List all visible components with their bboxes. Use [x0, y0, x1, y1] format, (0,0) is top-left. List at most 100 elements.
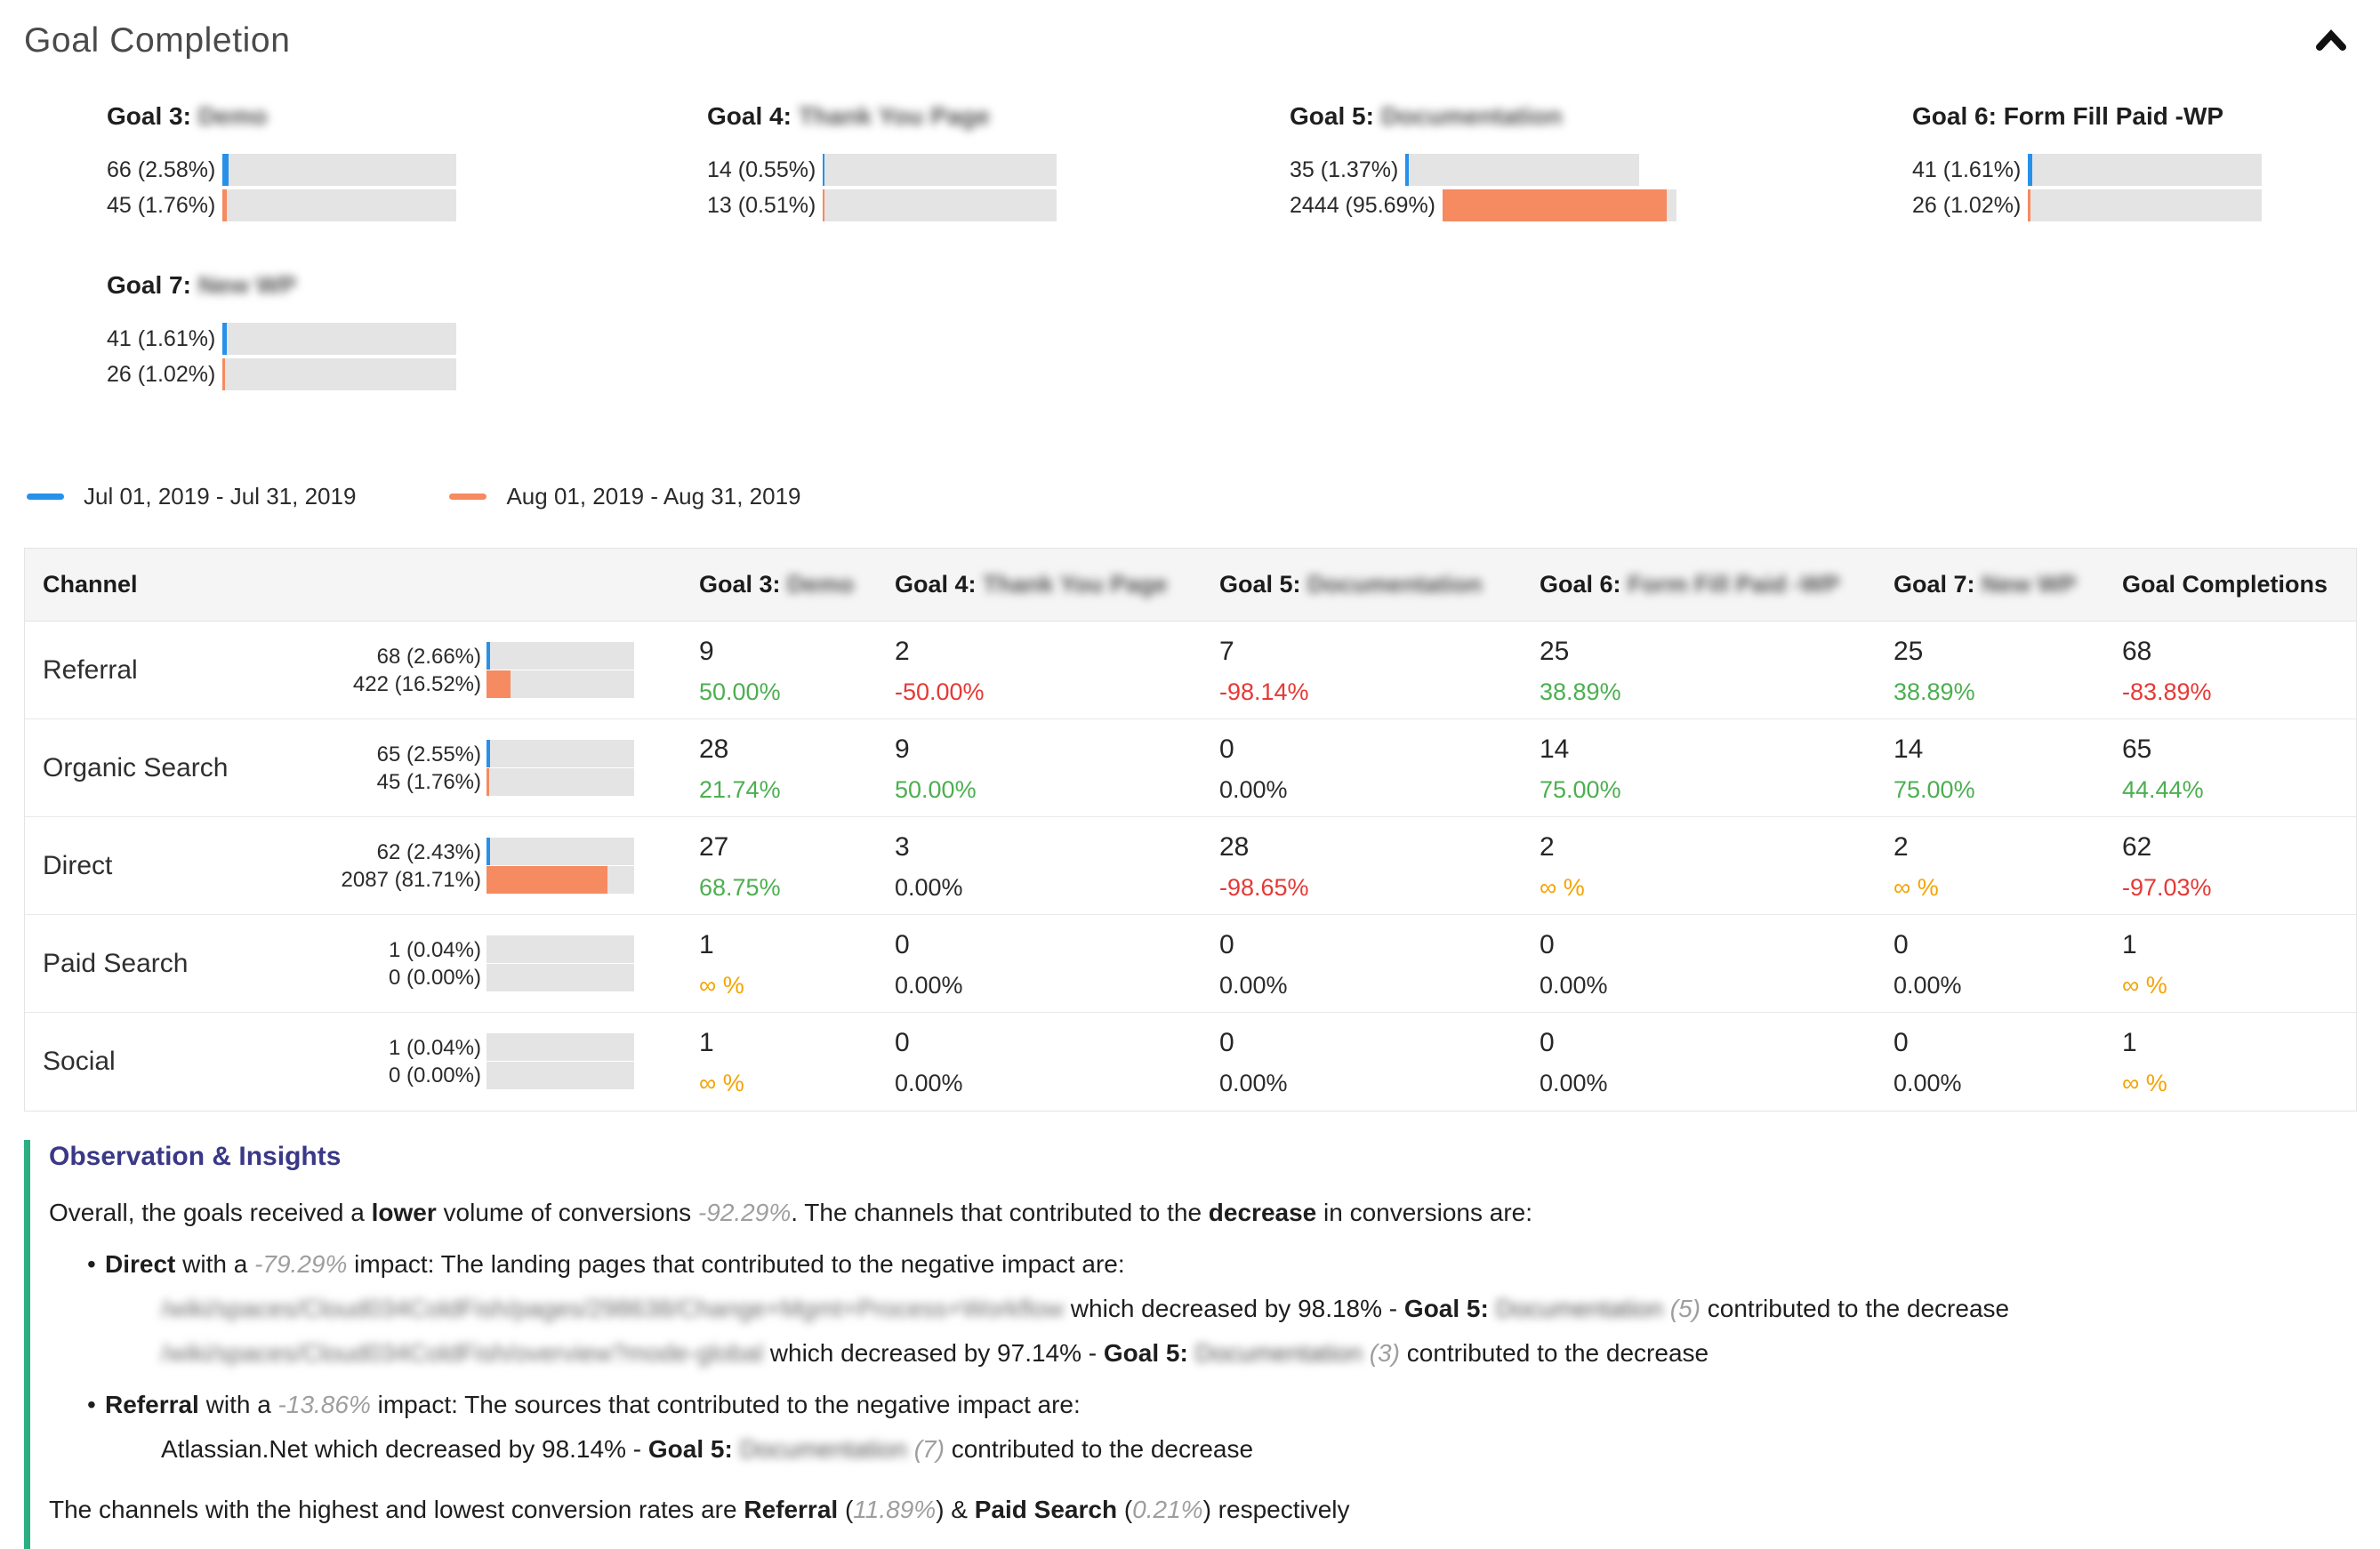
- goal-card-6: Goal 6: Form Fill Paid -WP 41 (1.61%) 26…: [1912, 102, 2380, 225]
- channel-bars: 65 (2.55%) 45 (1.76%): [274, 739, 699, 797]
- cell-goal4: 0 0.00%: [895, 930, 963, 999]
- channel-bars: 62 (2.43%) 2087 (81.71%): [274, 837, 699, 895]
- channel-goal-table: Channel Goal 3: Demo Goal 4: Thank You P…: [24, 548, 2357, 1112]
- channel-label: Direct: [43, 850, 113, 880]
- channel-label: Referral: [43, 654, 138, 685]
- goal-card-title: Goal 6: Form Fill Paid -WP: [1912, 102, 2224, 130]
- col-header-goal7: Goal 7: New WP: [1894, 571, 2077, 598]
- legend-item-period1: Jul 01, 2019 - Jul 31, 2019: [27, 483, 356, 510]
- insight-bullet-referral: Referral with a -13.86% impact: The sour…: [49, 1389, 2357, 1465]
- col-header-goal5: Goal 5: Documentation: [1219, 571, 1483, 598]
- insights-summary: Overall, the goals received a lower volu…: [49, 1199, 1533, 1226]
- table-row-paid-search: Paid Search 1 (0.04%) 0 (0.00%) 1 ∞ % 0 0.0…: [25, 915, 2356, 1013]
- channel-label: Paid Search: [43, 948, 189, 978]
- table-row-direct: Direct 62 (2.43%) 2087 (81.71%) 27 68.75% …: [25, 817, 2356, 915]
- goal-card-3: Goal 3: Demo 66 (2.58%) 45 (1.76%): [107, 102, 707, 225]
- observation-insights-panel: Observation & Insights Overall, the goal…: [24, 1140, 2357, 1549]
- cell-goal7: 0 0.00%: [1894, 1028, 1962, 1097]
- insights-title: Observation & Insights: [49, 1142, 342, 1171]
- col-header-goal4: Goal 4: Thank You Page: [895, 571, 1168, 598]
- redacted-goal-name: Demo: [197, 102, 268, 130]
- goal-card-title: Goal 4: Thank You Page: [707, 102, 990, 130]
- cell-goal4: 0 0.00%: [895, 1028, 963, 1097]
- goal-bar-period2: 26 (1.02%): [1912, 189, 2380, 221]
- cell-goal4: 9 50.00%: [895, 734, 977, 804]
- cell-goal3: 1 ∞ %: [699, 1028, 744, 1097]
- redacted-goal-name: Thank You Page: [798, 102, 990, 130]
- goal-card-title: Goal 7: New WP: [107, 271, 297, 299]
- insight-bullet-direct: Direct with a -79.29% impact: The landin…: [49, 1248, 2357, 1369]
- goal-card-5: Goal 5: Documentation 35 (1.37%) 2444 (9…: [1290, 102, 1912, 225]
- table-header-row: Channel Goal 3: Demo Goal 4: Thank You P…: [25, 549, 2356, 622]
- page-title: Goal Completion: [24, 21, 291, 60]
- insights-conclusion: The channels with the highest and lowest…: [49, 1496, 1350, 1523]
- redacted-goal-name: New WP: [197, 271, 297, 299]
- cell-goal6: 14 75.00%: [1540, 734, 1621, 804]
- cell-goal-completions: 65 44.44%: [2122, 734, 2204, 804]
- cell-goal6: 0 0.00%: [1540, 1028, 1608, 1097]
- cell-goal5: 7 -98.14%: [1219, 637, 1309, 706]
- goal-bar-period2: 45 (1.76%): [107, 189, 707, 221]
- col-header-goal3: Goal 3: Demo: [699, 571, 855, 598]
- goal-bar-period2: 26 (1.02%): [107, 358, 707, 390]
- collapse-section-button[interactable]: [2309, 21, 2353, 61]
- redacted-url: /wiki/spaces/Cloud034ColdFish/overview?m…: [161, 1339, 764, 1367]
- cell-goal5: 0 0.00%: [1219, 930, 1288, 999]
- channel-bars: 1 (0.04%) 0 (0.00%): [274, 935, 699, 992]
- goal-cards-grid: Goal 3: Demo 66 (2.58%) 45 (1.76%) Goal …: [0, 102, 2380, 394]
- cell-goal-completions: 1 ∞ %: [2122, 1028, 2167, 1097]
- cell-goal3: 9 50.00%: [699, 637, 781, 706]
- goal-bar-period1: 66 (2.58%): [107, 154, 707, 186]
- cell-goal6: 0 0.00%: [1540, 930, 1608, 999]
- insights-list: Direct with a -79.29% impact: The landin…: [49, 1248, 2357, 1465]
- channel-bars: 68 (2.66%) 422 (16.52%): [274, 641, 699, 699]
- cell-goal5: 0 0.00%: [1219, 1028, 1288, 1097]
- channel-bars: 1 (0.04%) 0 (0.00%): [274, 1033, 699, 1090]
- landing-page-line-1: /wiki/spaces/Cloud034ColdFish/pages/2986…: [161, 1295, 2010, 1322]
- cell-goal6: 2 ∞ %: [1540, 832, 1585, 902]
- goal-name: Form Fill Paid -WP: [2003, 102, 2224, 130]
- chevron-up-icon: [2314, 29, 2348, 54]
- cell-goal-completions: 62 -97.03%: [2122, 832, 2212, 902]
- landing-page-line-2: /wiki/spaces/Cloud034ColdFish/overview?m…: [161, 1339, 1709, 1367]
- goal-bar-period1: 35 (1.37%): [1290, 154, 1912, 186]
- cell-goal4: 2 -50.00%: [895, 637, 985, 706]
- goal-card-4: Goal 4: Thank You Page 14 (0.55%) 13 (0.…: [707, 102, 1290, 225]
- redacted-goal-name: Documentation: [1495, 1295, 1663, 1322]
- source-line: Atlassian.Net which decreased by 98.14% …: [161, 1435, 1254, 1463]
- col-header-channel: Channel: [43, 571, 138, 598]
- goal-bar-period1: 41 (1.61%): [1912, 154, 2380, 186]
- redacted-url: /wiki/spaces/Cloud034ColdFish/pages/2986…: [161, 1295, 1065, 1322]
- redacted-goal-name: Documentation: [739, 1435, 907, 1463]
- channel-label: Social: [43, 1047, 116, 1076]
- goal-bar-period2: 13 (0.51%): [707, 189, 1290, 221]
- legend-dash-blue-icon: [27, 494, 64, 500]
- legend-item-period2: Aug 01, 2019 - Aug 31, 2019: [449, 483, 801, 510]
- legend-dash-orange-icon: [449, 494, 487, 500]
- cell-goal3: 1 ∞ %: [699, 930, 744, 999]
- cell-goal3: 28 21.74%: [699, 734, 781, 804]
- redacted-goal-name: Documentation: [1194, 1339, 1363, 1367]
- goal-bar-period1: 14 (0.55%): [707, 154, 1290, 186]
- redacted-goal-name: Documentation: [1380, 102, 1563, 130]
- cell-goal-completions: 68 -83.89%: [2122, 637, 2212, 706]
- col-header-goal6: Goal 6: Form Fill Paid -WP: [1540, 571, 1840, 598]
- goal-bar-period2: 2444 (95.69%): [1290, 189, 1912, 221]
- goal-card-title: Goal 3: Demo: [107, 102, 268, 130]
- cell-goal5: 0 0.00%: [1219, 734, 1288, 804]
- cell-goal3: 27 68.75%: [699, 832, 781, 902]
- date-range-legend: Jul 01, 2019 - Jul 31, 2019 Aug 01, 2019…: [27, 483, 2380, 510]
- cell-goal7: 2 ∞ %: [1894, 832, 1939, 902]
- cell-goal7: 0 0.00%: [1894, 930, 1962, 999]
- cell-goal7: 25 38.89%: [1894, 637, 1975, 706]
- goal-card-title: Goal 5: Documentation: [1290, 102, 1563, 130]
- table-row-organic-search: Organic Search 65 (2.55%) 45 (1.76%) 28 21…: [25, 719, 2356, 817]
- cell-goal4: 3 0.00%: [895, 832, 963, 902]
- cell-goal5: 28 -98.65%: [1219, 832, 1309, 902]
- goal-card-7: Goal 7: New WP 41 (1.61%) 26 (1.02%): [107, 271, 707, 394]
- table-row-referral: Referral 68 (2.66%) 422 (16.52%) 9 50.00% …: [25, 622, 2356, 719]
- cell-goal-completions: 1 ∞ %: [2122, 930, 2167, 999]
- goal-bar-period1: 41 (1.61%): [107, 323, 707, 355]
- channel-label: Organic Search: [43, 752, 229, 783]
